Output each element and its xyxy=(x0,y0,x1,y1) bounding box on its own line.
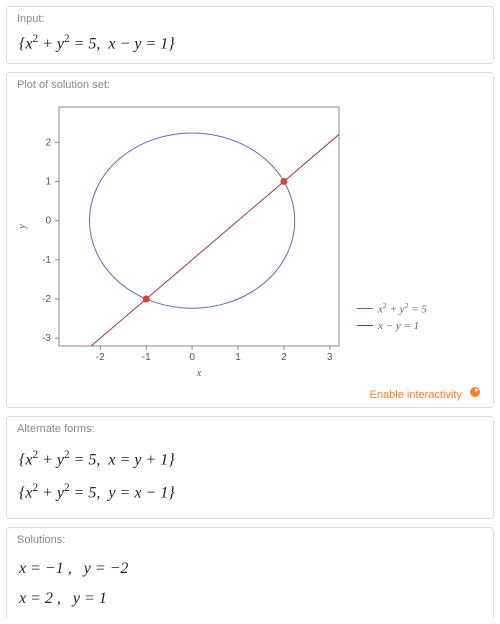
svg-text:3: 3 xyxy=(327,352,333,363)
plot-panel: Plot of solution set: -2 -1 0 1 2 3 -3 -2 -1 0 1 2 x… xyxy=(6,72,494,408)
solution-row: x = −1 , y = −2 xyxy=(19,554,481,584)
svg-text:1: 1 xyxy=(235,352,241,363)
svg-text:y: y xyxy=(17,224,28,230)
solutions-panel: Solutions: x = −1 , y = −2x = 2 , y = 1 xyxy=(6,527,494,618)
legend-item: x − y = 1 xyxy=(357,320,427,332)
plot-legend: x2 + y2 = 5 x − y = 1 xyxy=(357,297,427,336)
plot-header: Plot of solution set: xyxy=(7,73,493,93)
input-panel: Input: {x2 + y2 = 5, x − y = 1} xyxy=(6,6,494,64)
legend-swatch xyxy=(357,308,373,309)
interact-label: Enable interactivity xyxy=(370,389,462,401)
svg-text:2: 2 xyxy=(45,138,51,149)
input-header: Input: xyxy=(7,7,493,27)
alternate-form: {x2 + y2 = 5, y = x − 1} xyxy=(19,476,481,508)
svg-text:-1: -1 xyxy=(42,255,51,266)
interactivity-icon xyxy=(469,386,481,401)
svg-text:-3: -3 xyxy=(42,333,51,344)
svg-text:-1: -1 xyxy=(142,352,151,363)
svg-text:-2: -2 xyxy=(42,294,51,305)
alternate-forms-panel: Alternate forms: {x2 + y2 = 5, x = y + 1… xyxy=(6,416,494,519)
legend-label: x2 + y2 = 5 xyxy=(378,301,427,316)
svg-text:-2: -2 xyxy=(96,352,105,363)
alternate-form: {x2 + y2 = 5, x = y + 1} xyxy=(19,443,481,475)
solution-row: x = 2 , y = 1 xyxy=(19,584,481,614)
svg-text:2: 2 xyxy=(281,352,287,363)
svg-text:0: 0 xyxy=(189,352,195,363)
svg-text:1: 1 xyxy=(45,177,51,188)
alt-header: Alternate forms: xyxy=(7,417,493,437)
legend-label: x − y = 1 xyxy=(378,320,419,332)
solution-plot: -2 -1 0 1 2 3 -3 -2 -1 0 1 2 x y xyxy=(11,97,351,382)
svg-text:x: x xyxy=(196,368,202,379)
input-equation: {x2 + y2 = 5, x − y = 1} xyxy=(19,33,481,53)
svg-text:0: 0 xyxy=(45,216,51,227)
solutions-header: Solutions: xyxy=(7,528,493,548)
legend-item: x2 + y2 = 5 xyxy=(357,301,427,316)
legend-swatch xyxy=(357,325,373,326)
enable-interactivity-link[interactable]: Enable interactivity xyxy=(7,386,493,407)
